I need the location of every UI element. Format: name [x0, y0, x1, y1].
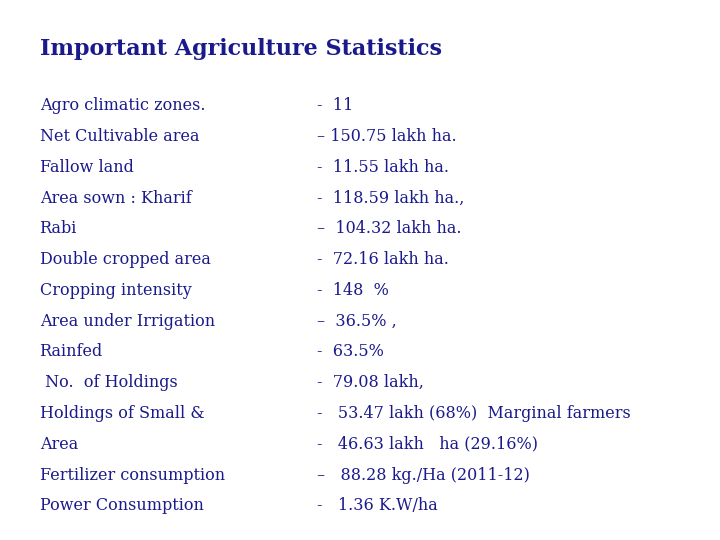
Text: -   53.47 lakh (68%)  Marginal farmers: - 53.47 lakh (68%) Marginal farmers [317, 405, 631, 422]
Text: -  79.08 lakh,: - 79.08 lakh, [317, 374, 423, 391]
Text: Area: Area [40, 436, 78, 453]
Text: -  72.16 lakh ha.: - 72.16 lakh ha. [317, 251, 449, 268]
Text: -   1.36 K.W/ha: - 1.36 K.W/ha [317, 497, 438, 514]
Text: -  11: - 11 [317, 97, 353, 114]
Text: Cropping intensity: Cropping intensity [40, 282, 192, 299]
Text: Rainfed: Rainfed [40, 343, 103, 360]
Text: Area under Irrigation: Area under Irrigation [40, 313, 215, 329]
Text: Power Consumption: Power Consumption [40, 497, 204, 514]
Text: Fallow land: Fallow land [40, 159, 133, 176]
Text: –   88.28 kg./Ha (2011-12): – 88.28 kg./Ha (2011-12) [317, 467, 530, 483]
Text: Rabi: Rabi [40, 220, 77, 237]
Text: Important Agriculture Statistics: Important Agriculture Statistics [40, 38, 441, 60]
Text: Net Cultivable area: Net Cultivable area [40, 128, 199, 145]
Text: Agro climatic zones.: Agro climatic zones. [40, 97, 205, 114]
Text: Fertilizer consumption: Fertilizer consumption [40, 467, 225, 483]
Text: Double cropped area: Double cropped area [40, 251, 210, 268]
Text: -  11.55 lakh ha.: - 11.55 lakh ha. [317, 159, 449, 176]
Text: -  118.59 lakh ha.,: - 118.59 lakh ha., [317, 190, 464, 206]
Text: –  36.5% ,: – 36.5% , [317, 313, 397, 329]
Text: Area sown : Kharif: Area sown : Kharif [40, 190, 192, 206]
Text: No.  of Holdings: No. of Holdings [40, 374, 177, 391]
Text: -  148  %: - 148 % [317, 282, 389, 299]
Text: – 150.75 lakh ha.: – 150.75 lakh ha. [317, 128, 456, 145]
Text: Holdings of Small &: Holdings of Small & [40, 405, 204, 422]
Text: -   46.63 lakh   ha (29.16%): - 46.63 lakh ha (29.16%) [317, 436, 538, 453]
Text: -  63.5%: - 63.5% [317, 343, 384, 360]
Text: –  104.32 lakh ha.: – 104.32 lakh ha. [317, 220, 462, 237]
